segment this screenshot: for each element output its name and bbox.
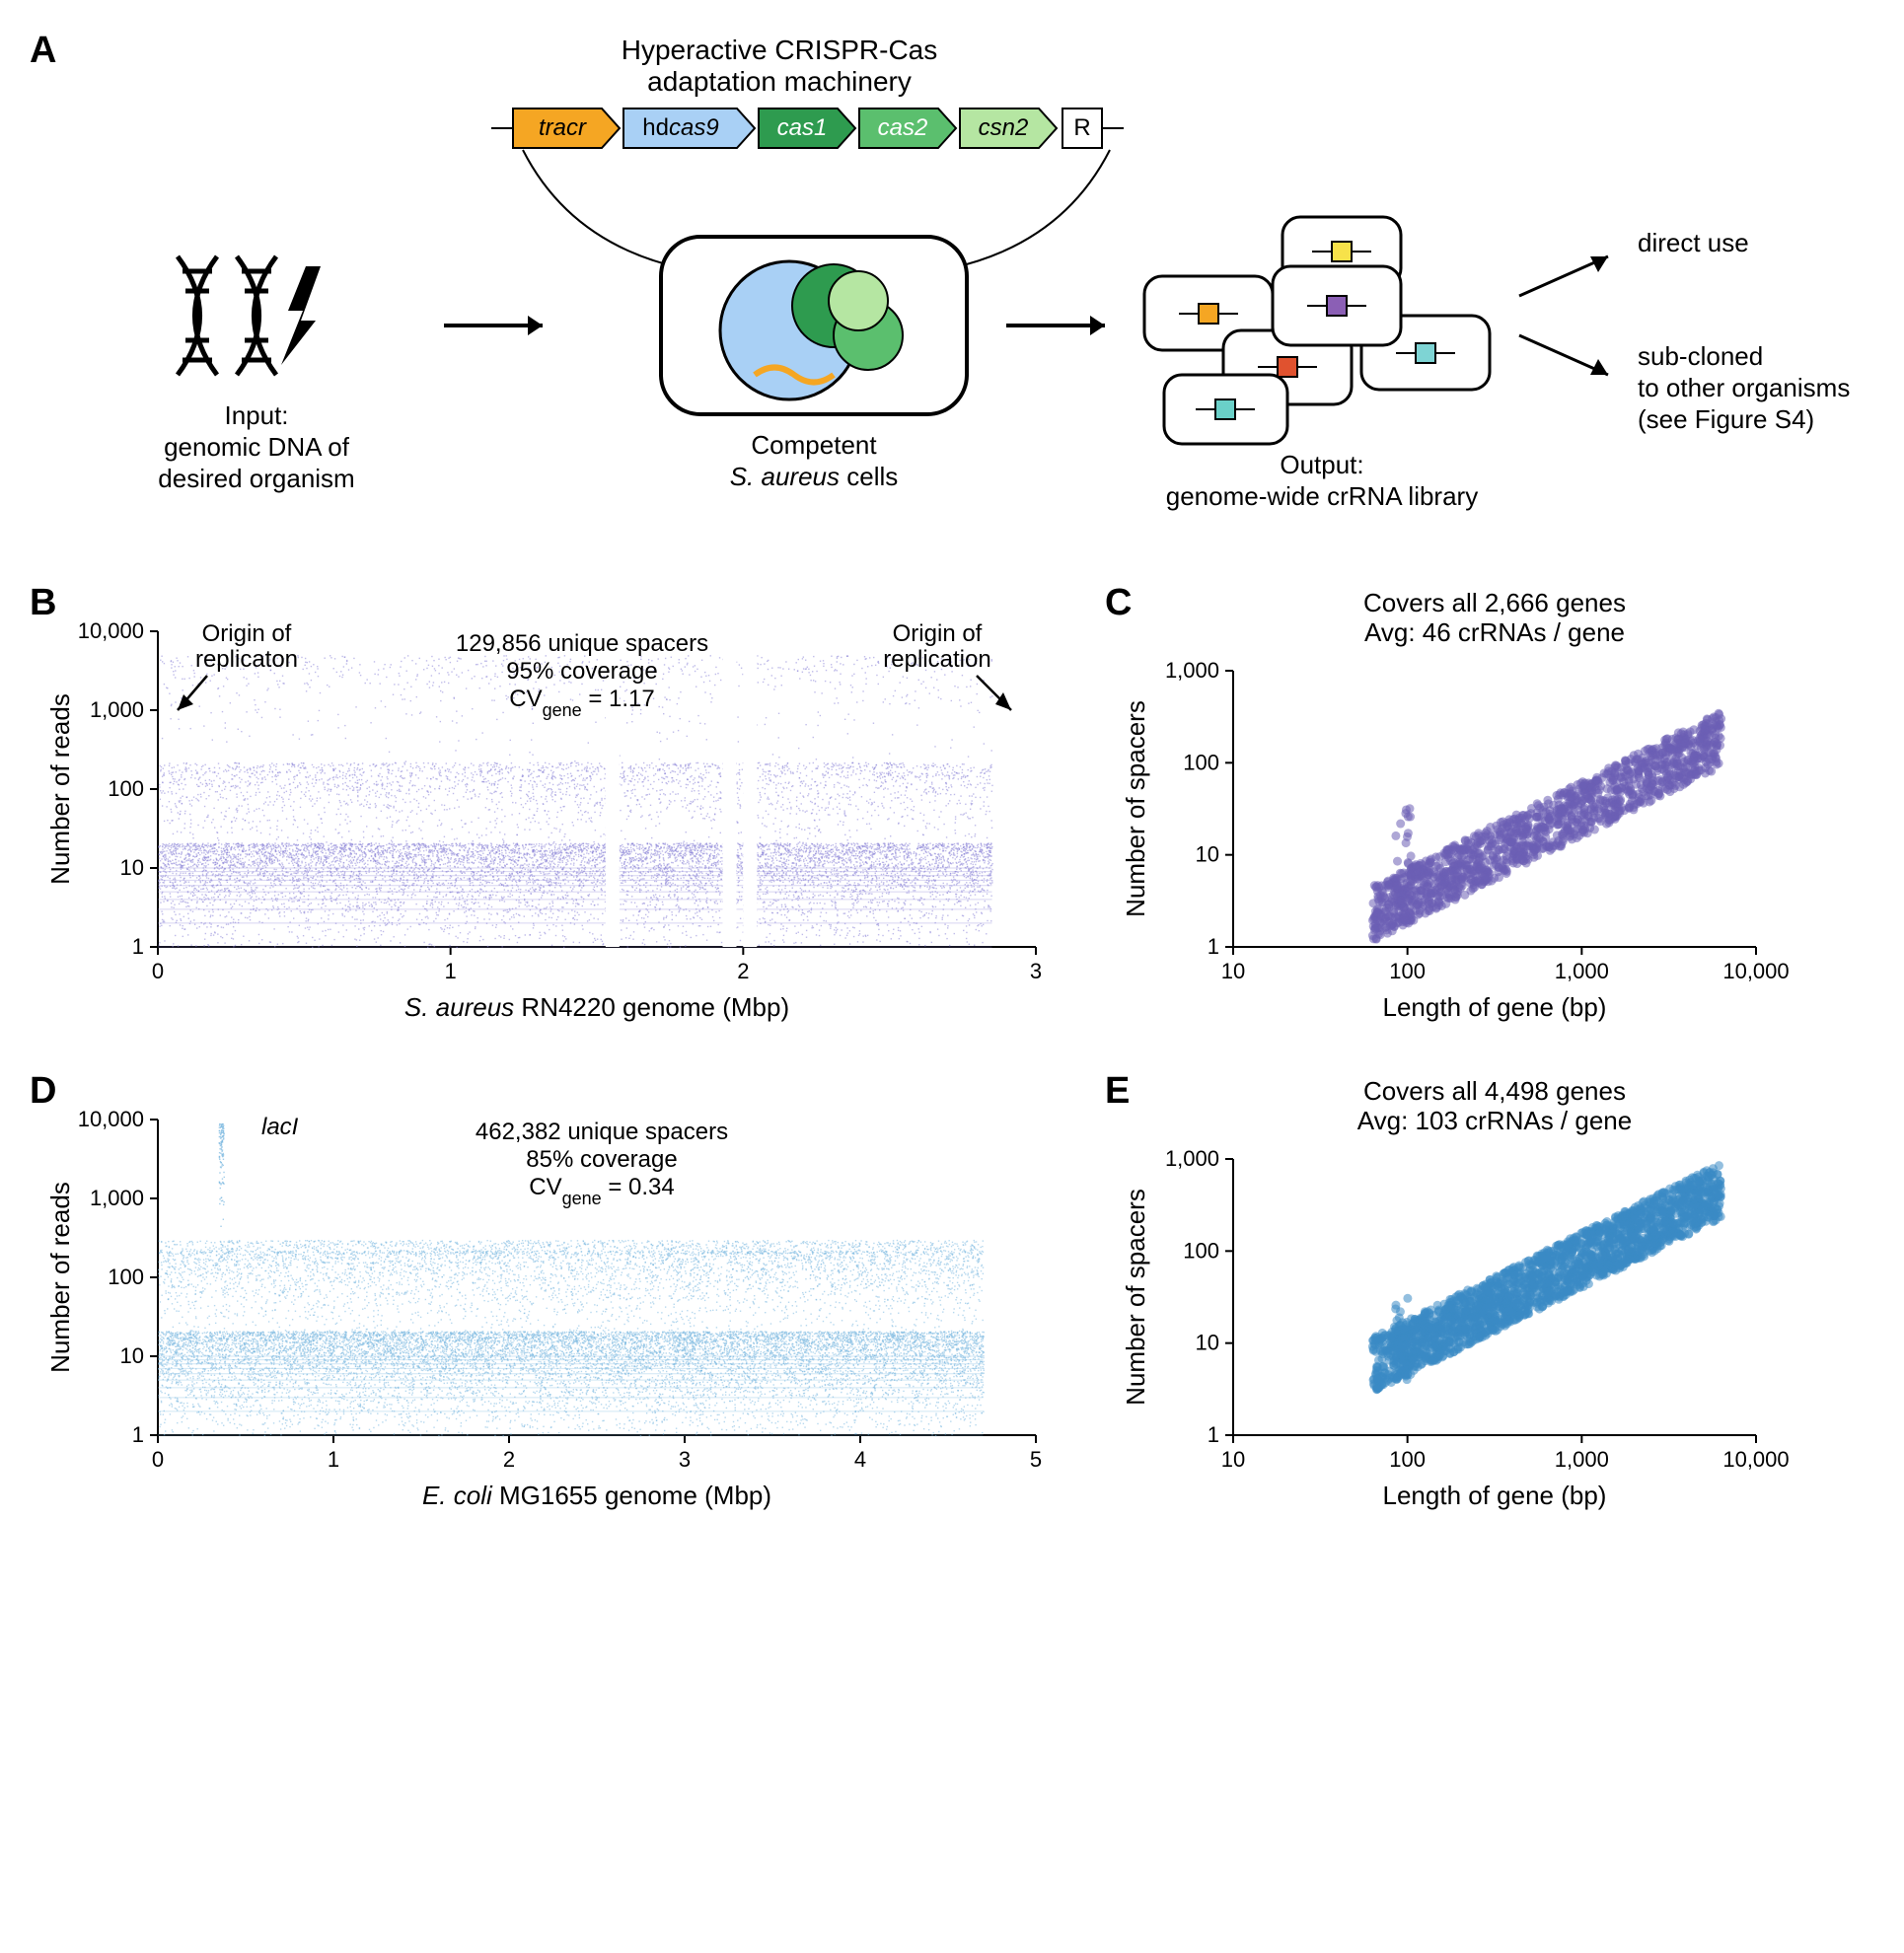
svg-text:cas2: cas2 bbox=[878, 114, 928, 141]
svg-text:(see Figure S4): (see Figure S4) bbox=[1638, 404, 1814, 434]
arrow-icon bbox=[1519, 335, 1608, 375]
svg-text:Output:: Output: bbox=[1280, 450, 1363, 479]
svg-text:csn2: csn2 bbox=[979, 114, 1029, 141]
competent-cell-icon bbox=[661, 237, 967, 414]
svg-text:hdcas9: hdcas9 bbox=[642, 114, 718, 141]
row-de: D 1101001,00010,000012345E. coli MG1655 … bbox=[30, 1070, 1874, 1529]
output-library-icon bbox=[1144, 217, 1490, 444]
row-bc: B 1101001,00010,0000123S. aureus RN4220 … bbox=[30, 582, 1874, 1041]
svg-text:R: R bbox=[1073, 114, 1090, 141]
panel-a-label: A bbox=[30, 30, 56, 72]
svg-text:desired organism: desired organism bbox=[158, 464, 354, 493]
panel-a: A Hyperactive CRISPR-Cas adaptation mach… bbox=[30, 30, 1874, 552]
svg-text:direct use: direct use bbox=[1638, 228, 1749, 257]
svg-text:10: 10 bbox=[120, 855, 144, 880]
svg-text:Input:: Input: bbox=[224, 400, 288, 430]
svg-text:to other organisms: to other organisms bbox=[1638, 373, 1850, 402]
input-dna-icon bbox=[178, 256, 321, 375]
svg-text:100: 100 bbox=[108, 776, 144, 801]
crispr-title-line1: Hyperactive CRISPR-Cas bbox=[622, 35, 938, 65]
panel-e: E 1101001,000101001,00010,000Length of g… bbox=[1105, 1070, 1795, 1529]
panel-a-diagram: Hyperactive CRISPR-Cas adaptation machin… bbox=[30, 30, 1874, 552]
crispr-title-line2: adaptation machinery bbox=[647, 66, 912, 97]
svg-text:genome-wide crRNA library: genome-wide crRNA library bbox=[1166, 481, 1478, 511]
figure: A Hyperactive CRISPR-Cas adaptation mach… bbox=[30, 30, 1874, 1529]
svg-text:10,000: 10,000 bbox=[78, 618, 144, 643]
svg-text:3: 3 bbox=[1030, 959, 1042, 983]
svg-text:1: 1 bbox=[445, 959, 457, 983]
svg-text:S. aureus cells: S. aureus cells bbox=[730, 462, 899, 491]
arrow-icon bbox=[1006, 316, 1105, 335]
panel-c: C 1101001,000101001,00010,000Length of g… bbox=[1105, 582, 1795, 1041]
svg-text:tracr: tracr bbox=[539, 114, 587, 141]
svg-text:genomic DNA of: genomic DNA of bbox=[164, 432, 350, 462]
panel-b: B 1101001,00010,0000123S. aureus RN4220 … bbox=[30, 582, 1065, 1041]
panel-c-chart: 1101001,000101001,00010,000Length of gen… bbox=[1105, 582, 1795, 1036]
svg-text:1,000: 1,000 bbox=[90, 697, 144, 722]
svg-text:S. aureus RN4220 genome (Mbp): S. aureus RN4220 genome (Mbp) bbox=[404, 992, 789, 1022]
svg-text:Competent: Competent bbox=[751, 430, 877, 460]
svg-text:cas1: cas1 bbox=[777, 114, 828, 141]
panel-d: D 1101001,00010,000012345E. coli MG1655 … bbox=[30, 1070, 1065, 1529]
svg-text:2: 2 bbox=[737, 959, 749, 983]
panel-b-chart: 1101001,00010,0000123S. aureus RN4220 ge… bbox=[30, 582, 1065, 1036]
gene-cassette: tracr hdcas9 cas1 cas2 csn2 R bbox=[491, 108, 1124, 148]
svg-text:1: 1 bbox=[132, 934, 144, 959]
arrow-icon bbox=[444, 316, 543, 335]
svg-text:Number of reads: Number of reads bbox=[45, 693, 75, 885]
panel-d-chart: 1101001,00010,000012345E. coli MG1655 ge… bbox=[30, 1070, 1065, 1524]
panel-e-chart: 1101001,000101001,00010,000Length of gen… bbox=[1105, 1070, 1795, 1524]
arrow-icon bbox=[1519, 256, 1608, 296]
svg-text:0: 0 bbox=[152, 959, 164, 983]
svg-text:sub-cloned: sub-cloned bbox=[1638, 341, 1763, 371]
